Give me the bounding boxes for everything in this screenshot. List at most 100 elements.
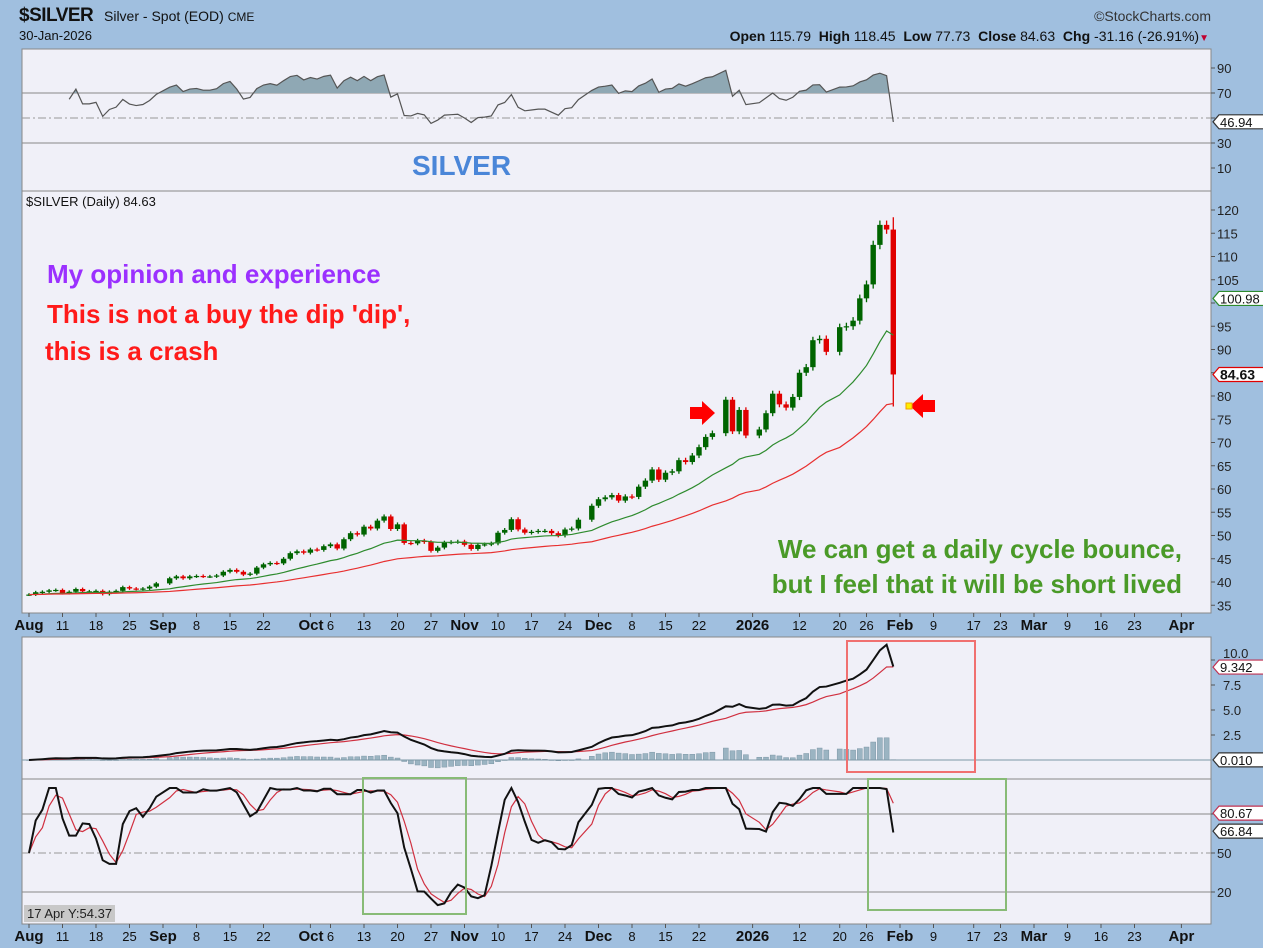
x-tick-label: 2026 — [736, 928, 769, 945]
x-tick-label: 23 — [993, 618, 1007, 633]
x-tick-label: 26 — [859, 929, 873, 944]
annotation-not-dip: This is not a buy the dip 'dip', — [47, 299, 411, 329]
ema-short-line — [28, 330, 894, 596]
macd-histogram-bar — [455, 759, 461, 766]
candle-body — [140, 588, 146, 590]
candle-body — [622, 496, 628, 501]
macd-tick-label: 7.5 — [1223, 678, 1241, 693]
candle-body — [676, 460, 682, 472]
rsi-panel — [21, 48, 1212, 192]
macd-histogram-bar — [294, 756, 300, 761]
x-tick-label: 8 — [628, 618, 635, 633]
candle-body — [589, 505, 595, 520]
candle-body — [609, 495, 615, 498]
macd-tick-label: 2.5 — [1223, 728, 1241, 743]
candle-body — [723, 399, 729, 434]
macd-histogram-bar — [615, 752, 622, 761]
candle-body — [59, 589, 66, 594]
candle-body — [763, 413, 769, 430]
macd-histogram-bar — [381, 754, 387, 761]
candle-body — [180, 576, 186, 579]
candle-body — [682, 460, 689, 463]
candle-body — [515, 519, 521, 530]
x-tick-label: 10 — [491, 929, 505, 944]
macd-histogram-bar — [669, 754, 675, 761]
x-tick-label: Sep — [149, 928, 177, 945]
candle-body — [207, 576, 213, 578]
ema-value-tag: 100.98 — [1220, 291, 1260, 306]
macd-histogram-bar — [428, 759, 434, 768]
macd-histogram-bar — [816, 747, 823, 761]
candle-body — [669, 471, 675, 473]
candle-body — [488, 543, 494, 545]
x-tick-label: 22 — [256, 929, 270, 944]
macd-histogram-bar — [441, 759, 448, 768]
macd-histogram-bar — [696, 753, 702, 761]
candle-body — [863, 284, 870, 299]
x-tick-label: 6 — [327, 618, 334, 633]
x-tick-label: 25 — [122, 929, 136, 944]
macd-histogram-bar — [877, 737, 883, 761]
x-tick-label: 18 — [89, 929, 103, 944]
candle-body — [227, 569, 233, 572]
annotation-bounce: We can get a daily cycle bounce, — [777, 534, 1182, 564]
ohlc-summary: Open 115.79 High 118.45 Low 77.73 Close … — [730, 28, 1209, 44]
macd-histogram-bar — [421, 759, 428, 767]
candle-body — [810, 340, 816, 368]
macd-value-tag-box — [1212, 659, 1263, 675]
candle-body — [334, 544, 340, 549]
macd-histogram-bar — [589, 756, 595, 761]
macd-histogram-bar — [803, 753, 809, 761]
x-tick-label: 18 — [89, 618, 103, 633]
macd-histogram-bar — [702, 752, 709, 761]
chg-label: Chg — [1062, 28, 1091, 44]
x-tick-label: 17 — [966, 618, 980, 633]
macd-histogram-bar — [367, 756, 374, 761]
candle-body — [481, 544, 488, 546]
y-tick-label: 60 — [1217, 482, 1231, 497]
macd-histogram-bar — [709, 751, 716, 761]
candle-body — [240, 571, 247, 575]
rsi-tick-label: 10 — [1217, 161, 1231, 176]
price-panel — [21, 190, 1212, 614]
macd-histogram-bar — [595, 753, 602, 761]
candle-body — [280, 558, 287, 564]
annotation-short-lived: but I feel that it will be short lived — [771, 569, 1182, 599]
candle-body — [260, 564, 267, 568]
candle-body — [522, 529, 528, 533]
candle-body — [327, 544, 334, 547]
candle-body — [569, 528, 575, 530]
candle-body — [595, 499, 602, 506]
price-legend: $SILVER (Daily) 84.63 — [26, 194, 156, 209]
candle-body — [542, 530, 548, 533]
x-tick-label: Dec — [585, 617, 613, 634]
x-tick-label: 15 — [658, 618, 672, 633]
y-tick-label: 95 — [1217, 319, 1231, 334]
macd-histogram-bar — [629, 754, 635, 761]
candle-body — [93, 590, 99, 593]
candle-body — [394, 524, 401, 529]
candle-body — [301, 551, 307, 553]
x-tick-label: 15 — [658, 929, 672, 944]
macd-histogram-bar — [602, 752, 608, 761]
low-value: 77.73 — [935, 28, 971, 44]
copyright: ©StockCharts.com — [1094, 8, 1211, 24]
macd-histogram-bar — [676, 753, 682, 761]
candle-body — [770, 393, 776, 414]
candle-body — [33, 592, 39, 595]
candle-body — [736, 409, 742, 432]
y-tick-label: 75 — [1217, 412, 1231, 427]
x-tick-label: Nov — [450, 617, 479, 634]
candle-body — [528, 531, 535, 533]
candle-body — [368, 526, 374, 529]
stoch-tick-label: 20 — [1217, 885, 1231, 900]
x-tick-label: 25 — [122, 618, 136, 633]
y-tick-label: 110 — [1217, 250, 1238, 265]
candle-body — [475, 544, 481, 549]
candle-body — [662, 472, 669, 480]
candle-body — [857, 298, 863, 321]
macd-histogram-bar — [488, 759, 495, 765]
y-tick-label: 115 — [1217, 226, 1238, 241]
stoch-tick-label: 50 — [1217, 846, 1231, 861]
